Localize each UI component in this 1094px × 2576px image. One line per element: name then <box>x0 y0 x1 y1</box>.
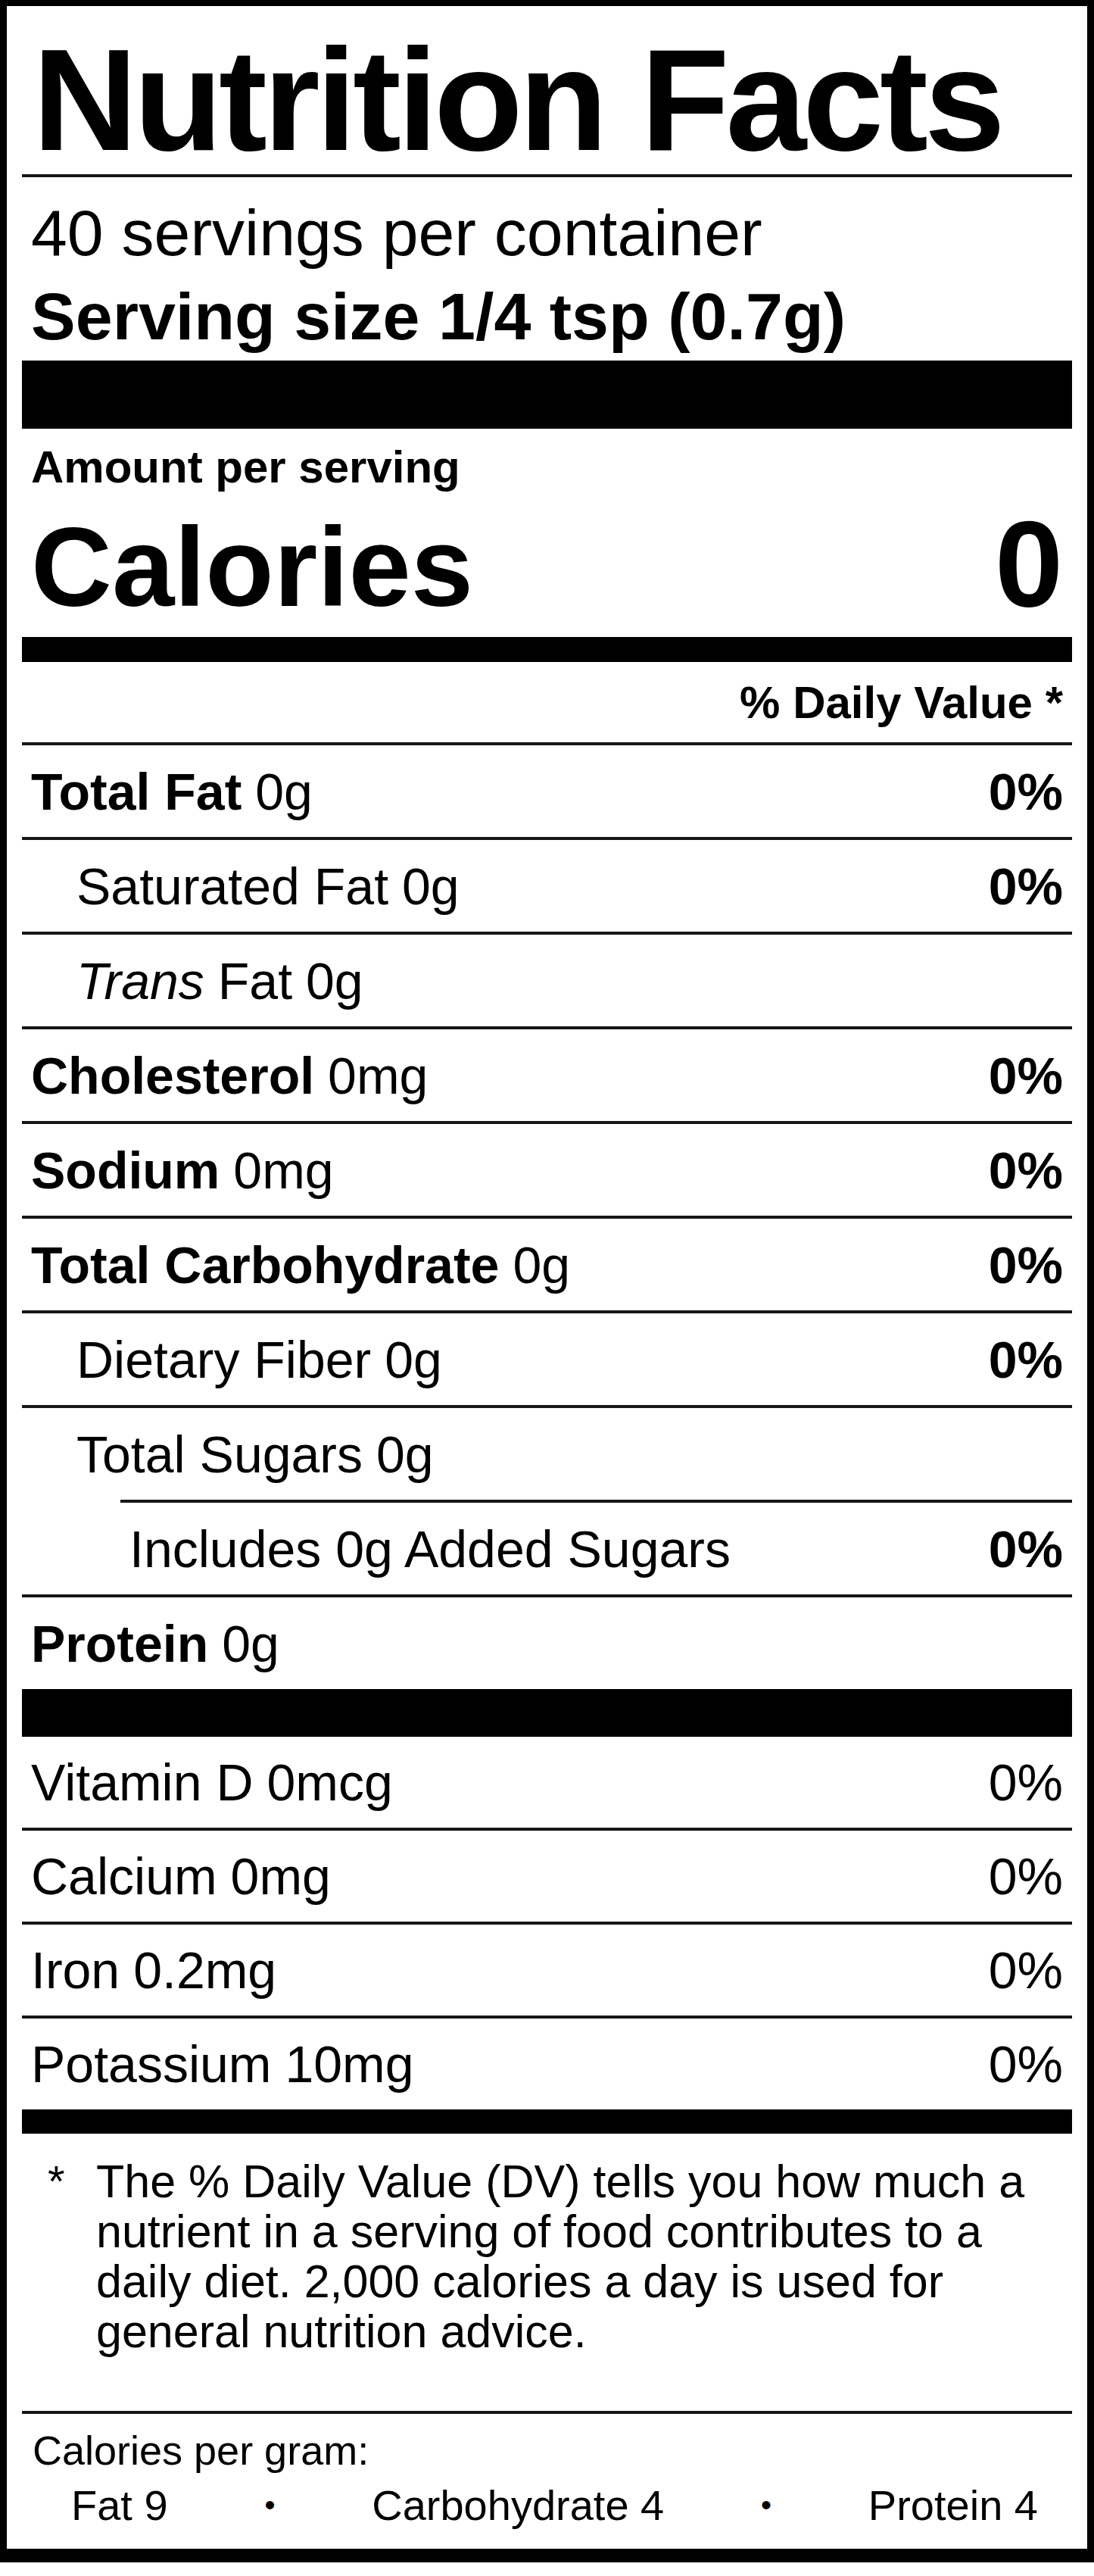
nutrient-dv: 0% <box>989 762 1063 821</box>
nutrition-label: Nutrition Facts 40 servings per containe… <box>0 0 1094 2562</box>
bullet-icon: • <box>761 2488 771 2522</box>
nutrient-amount: 0g <box>222 1614 279 1673</box>
row-trans-fat: Trans Fat 0g <box>22 935 1072 1026</box>
thick-bar-serving <box>22 361 1072 429</box>
vitamin-amount: 0mg <box>231 1847 331 1906</box>
row-total-sugars: Total Sugars 0g <box>22 1408 1072 1500</box>
nutrient-name-italic: Trans <box>76 951 204 1010</box>
amount-per-serving: Amount per serving <box>31 439 1063 495</box>
page-background: Nutrition Facts 40 servings per containe… <box>0 0 1094 2576</box>
nutrient-name-group: Protein 0g <box>31 1614 279 1673</box>
nutrient-name-group: Includes 0g Added Sugars <box>129 1519 731 1578</box>
calories-per-gram-items: Fat 9 • Carbohydrate 4 • Protein 4 <box>22 2475 1072 2530</box>
vitamin-name-group: Iron 0.2mg <box>31 1941 276 2000</box>
row-iron: Iron 0.2mg 0% <box>22 1925 1072 2016</box>
calories-row: Calories 0 <box>31 495 1063 636</box>
cpg-fat: Fat 9 <box>71 2481 168 2530</box>
nutrient-amount: 0g <box>513 1235 570 1294</box>
thick-bar-footnote <box>22 2109 1072 2134</box>
nutrient-name-group: Total Fat 0g <box>31 762 313 821</box>
nutrient-name-group: Sodium 0mg <box>31 1141 334 1200</box>
calories-per-gram-block: Calories per gram: Fat 9 • Carbohydrate … <box>22 2414 1072 2547</box>
nutrient-name: Total Fat <box>31 762 242 821</box>
nutrient-name-group: Saturated Fat 0g <box>76 857 460 916</box>
vitamin-name-group: Potassium 10mg <box>31 2034 414 2094</box>
row-total-carbohydrate: Total Carbohydrate 0g 0% <box>22 1219 1072 1310</box>
serving-size: Serving size 1/4 tsp (0.7g) <box>31 274 1063 359</box>
vitamin-amount: 0.2mg <box>133 1941 276 2000</box>
nutrient-amount: 0mg <box>233 1141 333 1200</box>
thick-bar-calories <box>22 637 1072 662</box>
daily-value-header: % Daily Value * <box>22 662 1072 742</box>
vitamin-name: Vitamin D <box>31 1753 254 1812</box>
cpg-carbohydrate: Carbohydrate 4 <box>372 2481 664 2530</box>
vitamin-dv: 0% <box>989 1753 1063 1812</box>
label-title: Nutrition Facts <box>33 26 1072 174</box>
row-vitamin-d: Vitamin D 0mcg 0% <box>22 1737 1072 1828</box>
nutrient-name-group: Cholesterol 0mg <box>31 1046 428 1105</box>
row-added-sugars: Includes 0g Added Sugars 0% <box>22 1503 1072 1594</box>
row-protein: Protein 0g <box>22 1597 1072 1689</box>
nutrient-dv: 0% <box>989 1235 1063 1294</box>
calories-label: Calories <box>31 499 473 635</box>
nutrient-name: Sodium <box>31 1141 220 1200</box>
row-dietary-fiber: Dietary Fiber 0g 0% <box>22 1313 1072 1405</box>
nutrient-dv: 0% <box>989 1519 1063 1578</box>
serving-block: 40 servings per container Serving size 1… <box>22 177 1072 361</box>
vitamin-dv: 0% <box>989 2034 1063 2094</box>
nutrient-amount: 0g <box>255 762 313 821</box>
nutrient-dv: 0% <box>989 1330 1063 1389</box>
nutrient-name: Fat <box>218 951 292 1010</box>
row-sodium: Sodium 0mg 0% <box>22 1124 1072 1216</box>
bullet-icon: • <box>264 2488 275 2522</box>
nutrient-name: Cholesterol <box>31 1046 314 1105</box>
row-potassium: Potassium 10mg 0% <box>22 2019 1072 2109</box>
vitamin-name: Iron <box>31 1941 120 2000</box>
servings-per-container: 40 servings per container <box>31 191 1063 274</box>
nutrient-name: Total Sugars <box>76 1425 363 1484</box>
footnote-text: The % Daily Value (DV) tells you how muc… <box>96 2156 1042 2411</box>
nutrient-name-group: Dietary Fiber 0g <box>76 1330 442 1389</box>
nutrient-name: Includes 0g Added Sugars <box>129 1519 731 1578</box>
nutrient-amount: 0g <box>385 1330 442 1389</box>
row-calcium: Calcium 0mg 0% <box>22 1831 1072 1922</box>
calories-block: Amount per serving Calories 0 <box>22 429 1072 637</box>
calories-per-gram-heading: Calories per gram: <box>22 2426 1072 2475</box>
cpg-protein: Protein 4 <box>868 2481 1038 2530</box>
title-block: Nutrition Facts <box>22 6 1072 174</box>
row-cholesterol: Cholesterol 0mg 0% <box>22 1029 1072 1121</box>
footnote-marker: * <box>48 2156 96 2411</box>
label-inner: Nutrition Facts 40 servings per containe… <box>7 6 1087 2547</box>
nutrient-amount: 0g <box>402 857 460 916</box>
nutrient-name: Protein <box>31 1614 208 1673</box>
nutrient-name: Saturated Fat <box>76 857 388 916</box>
nutrient-name-group: Total Carbohydrate 0g <box>31 1235 570 1294</box>
vitamin-amount: 0mcg <box>267 1753 393 1812</box>
nutrient-name-group: Trans Fat 0g <box>76 951 363 1010</box>
row-saturated-fat: Saturated Fat 0g 0% <box>22 840 1072 932</box>
nutrient-dv: 0% <box>989 1046 1063 1105</box>
vitamin-name: Potassium <box>31 2034 271 2094</box>
nutrient-amount: 0g <box>306 951 363 1010</box>
vitamin-name-group: Vitamin D 0mcg <box>31 1753 393 1812</box>
row-total-fat: Total Fat 0g 0% <box>22 745 1072 837</box>
vitamin-amount: 10mg <box>285 2034 413 2094</box>
vitamin-dv: 0% <box>989 1941 1063 2000</box>
nutrient-amount: 0g <box>376 1425 434 1484</box>
nutrient-name-group: Total Sugars 0g <box>76 1425 434 1484</box>
nutrient-dv: 0% <box>989 857 1063 916</box>
nutrient-amount: 0mg <box>328 1046 428 1105</box>
calories-value: 0 <box>995 495 1063 632</box>
vitamin-name: Calcium <box>31 1847 217 1906</box>
thick-bar-protein <box>22 1689 1072 1737</box>
vitamin-name-group: Calcium 0mg <box>31 1847 331 1906</box>
nutrient-name: Dietary Fiber <box>76 1330 371 1389</box>
nutrient-dv: 0% <box>989 1141 1063 1200</box>
footnote: * The % Daily Value (DV) tells you how m… <box>22 2134 1072 2411</box>
nutrient-name: Total Carbohydrate <box>31 1235 499 1294</box>
vitamin-dv: 0% <box>989 1847 1063 1906</box>
